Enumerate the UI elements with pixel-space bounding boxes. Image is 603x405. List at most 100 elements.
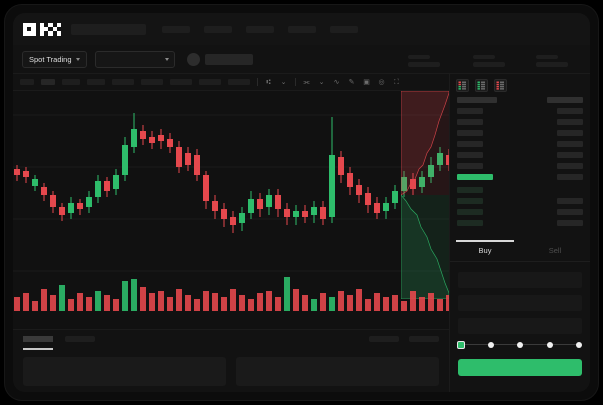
chart-toolbar: ⑆ ⌄ ⫘ ⌄ ∿ ✎ ▣ ◎ ⛶: [13, 74, 449, 91]
orderbook-row[interactable]: [450, 129, 590, 137]
tab-sell[interactable]: Sell: [520, 240, 590, 261]
chart-interval-8[interactable]: [199, 79, 221, 85]
orderbook-row[interactable]: [450, 118, 590, 126]
orders-panel-cards: [23, 357, 439, 386]
chart-interval-9[interactable]: [228, 79, 250, 85]
tab-order-history[interactable]: [65, 336, 95, 342]
pencil-icon[interactable]: ✎: [348, 78, 355, 86]
orderbook-row[interactable]: [450, 140, 590, 148]
orderbook-size-cell: [557, 152, 583, 158]
primary-nav: [162, 25, 358, 33]
orderbook-price-cell: [457, 187, 483, 193]
line-tool-icon[interactable]: ∿: [333, 78, 340, 86]
orderbook-row[interactable]: [450, 107, 590, 115]
bottom-card-1: [23, 357, 226, 386]
pair-bar: Spot Trading: [13, 45, 590, 74]
tab-open-orders[interactable]: [23, 336, 53, 342]
orderbook-row[interactable]: [450, 173, 590, 181]
chart-interval-4[interactable]: [87, 79, 105, 85]
orderbook-price-cell: [457, 174, 493, 180]
nav-item-3[interactable]: [246, 25, 274, 33]
orderbook-row[interactable]: [450, 208, 590, 216]
order-field-price[interactable]: [458, 272, 582, 288]
orderbook-row[interactable]: [450, 162, 590, 170]
depth-chart-overlay: [401, 91, 449, 299]
fullscreen-icon[interactable]: ⛶: [394, 78, 399, 86]
chart-interval-3[interactable]: [62, 79, 80, 85]
nav-item-4[interactable]: [288, 25, 316, 33]
orderbook-row[interactable]: [450, 186, 590, 194]
slider-node-75[interactable]: [546, 341, 553, 348]
bottom-card-2: [236, 357, 439, 386]
settings-icon[interactable]: ◎: [378, 78, 385, 86]
tab-buy[interactable]: Buy: [450, 240, 520, 261]
app-screen: Spot Trading ⑆ ⌄ ⫘ ⌄ ∿ ✎ ▣ ◎ ⛶: [13, 13, 590, 392]
market-stat-label: [473, 55, 495, 59]
orderbook-price-cell: [457, 220, 483, 226]
chart-interval-7[interactable]: [170, 79, 192, 85]
orders-panel: [13, 329, 449, 392]
orderbook-mode-both[interactable]: [456, 79, 469, 92]
market-stat-1: [408, 55, 440, 67]
orderbook[interactable]: [450, 96, 590, 236]
order-form: [458, 272, 582, 341]
nav-item-5[interactable]: [330, 25, 358, 33]
market-stat-value: [408, 62, 440, 67]
bottom-action-2[interactable]: [409, 336, 439, 342]
orderbook-size-cell: [557, 163, 583, 169]
volume-series: [14, 277, 449, 311]
slider-node-50[interactable]: [517, 341, 523, 348]
chart-interval-2[interactable]: [41, 79, 55, 85]
orderbook-price-cell: [457, 130, 483, 136]
orderbook-size-cell: [557, 130, 583, 136]
search-input[interactable]: [71, 23, 146, 35]
trade-sidebar: Buy Sell: [449, 74, 590, 392]
okx-logo[interactable]: [23, 22, 61, 36]
camera-icon[interactable]: ▣: [363, 78, 370, 86]
chevron-down-icon: [164, 57, 169, 61]
nav-item-2[interactable]: [204, 25, 232, 33]
slider-handle[interactable]: [457, 340, 465, 349]
market-stat-label: [408, 55, 430, 59]
orderbook-size-cell: [557, 220, 583, 226]
orderbook-row[interactable]: [450, 151, 590, 159]
chevron-down-icon[interactable]: ⌄: [318, 78, 325, 86]
orderbook-price-cell: [457, 163, 483, 169]
orderbook-price-cell: [457, 119, 483, 125]
orderbook-price-cell: [457, 198, 483, 204]
tab-label: Buy: [478, 246, 492, 255]
orderbook-price-cell: [457, 152, 483, 158]
top-header: [13, 13, 590, 45]
orderbook-row[interactable]: [450, 219, 590, 227]
orderbook-size-cell: [557, 174, 583, 180]
trading-mode-dropdown[interactable]: Spot Trading: [22, 50, 87, 68]
order-field-total[interactable]: [458, 318, 582, 334]
nav-item-1[interactable]: [162, 25, 190, 33]
indicator-icon[interactable]: ⫘: [303, 78, 310, 86]
orderbook-size-cell: [557, 209, 583, 215]
market-stat-2: [473, 55, 505, 67]
orderbook-size-cell: [557, 119, 583, 125]
orderbook-mode-bids[interactable]: [475, 79, 488, 92]
buy-submit-button[interactable]: [458, 359, 582, 376]
amount-percent-slider[interactable]: [457, 340, 582, 349]
chart-interval-1[interactable]: [20, 79, 34, 85]
price-chart[interactable]: [13, 91, 449, 329]
slider-node-100[interactable]: [576, 341, 582, 348]
order-field-amount[interactable]: [458, 295, 582, 311]
chevron-down-icon[interactable]: ⌄: [280, 78, 287, 86]
orderbook-row[interactable]: [450, 197, 590, 205]
orderbook-row[interactable]: [450, 96, 590, 104]
chevron-down-icon: [75, 57, 80, 61]
orderbook-size-cell: [547, 97, 583, 103]
tab-label: Sell: [548, 246, 562, 255]
chart-interval-5[interactable]: [112, 79, 134, 85]
slider-node-25[interactable]: [487, 341, 494, 348]
pair-avatar: [186, 52, 200, 66]
bottom-action-1[interactable]: [369, 336, 399, 342]
chart-interval-6[interactable]: [141, 79, 163, 85]
orderbook-mode-asks[interactable]: [494, 79, 507, 92]
candlestick-type-icon[interactable]: ⑆: [266, 78, 271, 86]
pair-select-dropdown[interactable]: [94, 50, 175, 68]
